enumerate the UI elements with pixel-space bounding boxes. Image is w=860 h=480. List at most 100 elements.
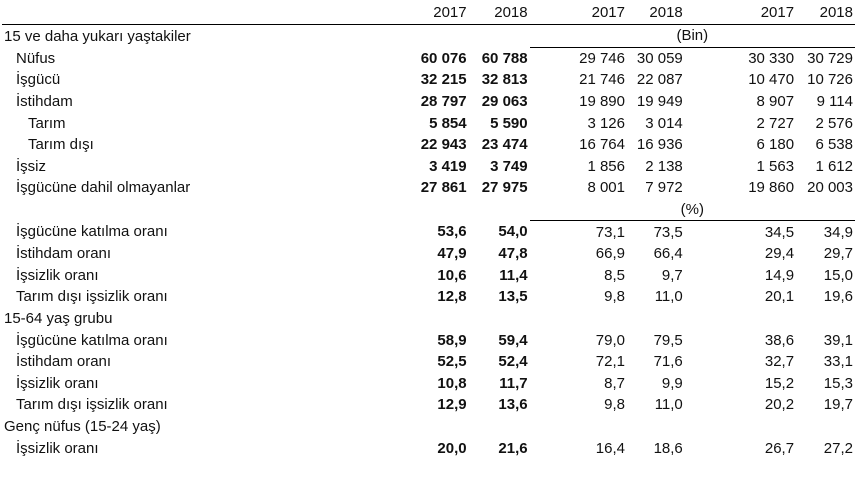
value-cell: 54,0 [498,223,528,241]
value-cell: 60 076 [420,49,467,67]
value-cell: 10,8 [437,374,467,392]
row-label: Nüfus [16,49,56,67]
value-cell: 10 726 [807,71,853,89]
row-label: İşgücüne dahil olmayanlar [16,179,191,197]
value-cell: 32 215 [420,71,467,89]
value-cell: 6 180 [756,136,795,154]
year-header: 2017 [529,0,627,25]
year-header-row: 2017 2018 2017 2018 2017 2018 [2,0,855,25]
value-cell: 3 419 [429,157,467,175]
section-title [2,199,407,221]
section-header-row: Genç nüfus (15-24 yaş) [2,416,855,438]
value-cell: 9,8 [604,288,625,306]
value-cell: 13,5 [498,288,528,306]
value-cell: 19 860 [748,179,795,197]
table-row: İstihdam oranı 47,9 47,8 66,9 66,4 29,4 29,7 [2,243,855,265]
value-cell: 27,2 [823,439,853,457]
section-title: 15-64 yaş grubu [4,310,113,328]
value-cell: 6 538 [815,136,853,154]
value-cell: 59,4 [498,331,528,349]
unit-spacer [407,25,530,48]
value-cell: 73,1 [595,223,625,241]
value-cell: 16 936 [636,136,683,154]
table-row: İşsiz 3 419 3 749 1 856 2 138 1 563 1 612 [2,156,855,178]
value-cell: 32 813 [481,71,528,89]
section-header-row: 15 ve daha yukarı yaştakiler (Bin) [2,24,855,48]
value-cell: 47,9 [437,245,467,263]
table-row: İşgücü 32 215 32 813 21 746 22 087 10 470 10 7… [2,69,855,91]
year-header: 2018 [796,0,855,25]
value-cell: 8 907 [756,93,795,111]
value-cell: 71,6 [653,353,683,371]
value-cell: 29 063 [481,93,528,111]
value-cell: 5 854 [429,114,467,132]
year-header: 2018 [627,0,685,25]
value-cell: 27 861 [420,179,467,197]
value-cell: 66,4 [653,245,683,263]
section-title: Genç nüfus (15-24 yaş) [4,417,161,435]
value-cell: 38,6 [764,331,795,349]
value-cell: 20,1 [764,288,795,306]
value-cell: 10 470 [748,71,795,89]
value-cell: 1 563 [756,157,795,175]
value-cell: 10,6 [437,266,467,284]
value-cell: 30 059 [636,49,683,67]
value-cell: 9,8 [604,396,625,414]
value-cell: 20,0 [437,439,467,457]
value-cell: 13,6 [498,396,528,414]
value-cell: 11,4 [499,266,528,284]
row-label: İstihdam [16,93,73,111]
value-cell: 22 087 [636,71,683,89]
value-cell: 3 749 [490,157,528,175]
value-cell: 33,1 [823,353,853,371]
value-cell: 66,9 [595,245,625,263]
row-label: Tarım [28,114,66,132]
row-label: İşsizlik oranı [16,374,99,392]
value-cell: 9,7 [661,266,683,284]
value-cell: 21 746 [579,71,625,89]
value-cell: 1 612 [815,157,853,175]
value-cell: 2 727 [756,114,795,132]
value-cell: 22 943 [420,136,467,154]
row-label: İstihdam oranı [16,353,112,371]
value-cell: 52,5 [437,353,467,371]
value-cell: 30 729 [807,49,853,67]
value-cell: 29,4 [764,245,795,263]
table-row: Nüfus 60 076 60 788 29 746 30 059 30 330 30 72… [2,47,855,69]
unit-label: (%) [529,198,855,222]
year-header: 2017 [684,0,797,25]
value-cell: 19,7 [823,396,853,414]
table-row: İşsizlik oranı 10,6 11,4 8,5 9,7 14,9 15,0 [2,265,855,287]
value-cell: 2 138 [645,157,683,175]
value-cell: 29 746 [579,49,625,67]
table-row: Tarım dışı işsizlik oranı 12,9 13,6 9,8 11,0… [2,394,855,416]
value-cell: 19,6 [823,288,853,306]
value-cell: 79,0 [595,331,625,349]
value-cell: 34,9 [823,223,853,241]
value-cell: 5 590 [490,114,528,132]
section-title: 15 ve daha yukarı yaştakiler [4,27,191,45]
value-cell: 18,6 [653,439,683,457]
value-cell: 19 949 [636,93,683,111]
value-cell: 19 890 [579,93,625,111]
row-label: İşsizlik oranı [16,266,99,284]
value-cell: 16 764 [579,136,625,154]
value-cell: 8 001 [587,179,625,197]
value-cell: 12,9 [437,396,467,414]
value-cell: 11,0 [654,288,683,306]
value-cell: 73,5 [653,223,683,241]
row-label: Tarım dışı işsizlik oranı [16,396,168,414]
header-blank [2,0,407,25]
value-cell: 52,4 [498,353,528,371]
value-cell: 7 972 [645,179,683,197]
table-row: İstihdam 28 797 29 063 19 890 19 949 8 907 9 1… [2,91,855,113]
year-header: 2018 [468,0,530,25]
value-cell: 15,3 [823,374,853,392]
row-label: Tarım dışı işsizlik oranı [16,288,168,306]
table-row: İşgücüne dahil olmayanlar 27 861 27 975 8 0… [2,177,855,199]
value-cell: 9,9 [661,374,683,392]
value-cell: 3 014 [645,114,683,132]
value-cell: 1 856 [587,157,625,175]
value-cell: 29,7 [823,245,853,263]
value-cell: 39,1 [823,331,853,349]
